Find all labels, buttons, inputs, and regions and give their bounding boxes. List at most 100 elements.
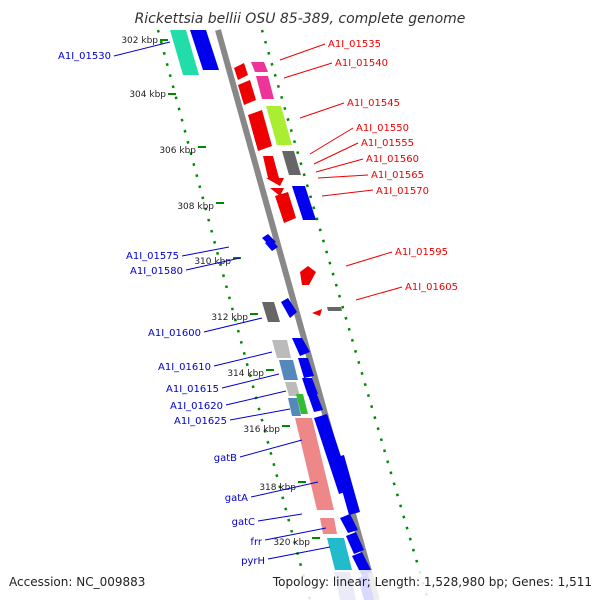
gene-gata-strand[interactable]: [333, 455, 360, 515]
gene-a1i-01625-b[interactable]: [296, 394, 308, 414]
gene-label-gata[interactable]: gatA: [225, 493, 248, 504]
leader-line: [299, 102, 345, 119]
gene-a1i-01570[interactable]: [275, 192, 296, 223]
leader-line: [250, 481, 319, 498]
gene-a1i-01540-b[interactable]: [256, 76, 274, 99]
footer-background: [0, 570, 600, 600]
gene-a1i-01625[interactable]: [288, 398, 301, 416]
ruler-tick-label: 320 kbp: [273, 538, 310, 548]
gene-label-a1i-01575[interactable]: A1I_01575: [126, 251, 179, 262]
gene-label-a1i-01600[interactable]: A1I_01600: [148, 328, 201, 339]
gene-label-a1i-01620[interactable]: A1I_01620: [170, 401, 223, 412]
gene-a1i-01530-strand[interactable]: [190, 30, 219, 70]
ruler-tick-label: 308 kbp: [177, 202, 214, 212]
gene-a1i-01540[interactable]: [238, 80, 256, 105]
leader-line: [313, 142, 359, 165]
leader-line: [213, 351, 273, 367]
map-title: Rickettsia bellii OSU 85-389, complete g…: [135, 11, 466, 27]
gene-a1i-01605-b[interactable]: [327, 307, 342, 311]
gene-a1i-01610-b[interactable]: [292, 338, 310, 356]
ruler-tick-label: 306 kbp: [159, 146, 196, 156]
leader-line: [229, 408, 291, 421]
leader-line: [181, 246, 230, 257]
leader-line: [113, 41, 171, 57]
gene-a1i-01600[interactable]: [262, 302, 280, 322]
gene-label-a1i-01555[interactable]: A1I_01555: [361, 138, 414, 149]
gene-a1i-01615-b[interactable]: [298, 358, 314, 378]
ruler-tick-label: 316 kbp: [243, 425, 280, 435]
gene-label-a1i-01580[interactable]: A1I_01580: [130, 266, 183, 277]
accession-text: Accession: NC_009883: [9, 575, 145, 589]
gene-a1i-01555[interactable]: [282, 151, 301, 175]
gene-label-a1i-01595[interactable]: A1I_01595: [395, 247, 448, 258]
genome-summary-text: Topology: linear; Length: 1,528,980 bp; …: [272, 575, 592, 589]
ruler-tick-label: 310 kbp: [194, 257, 231, 267]
gene-label-a1i-01625[interactable]: A1I_01625: [174, 416, 227, 427]
leader-line: [283, 62, 333, 79]
gene-label-a1i-01550[interactable]: A1I_01550: [356, 123, 409, 134]
leader-line: [225, 390, 287, 406]
leader-line: [279, 43, 326, 61]
gene-label-a1i-01605[interactable]: A1I_01605: [405, 282, 458, 293]
gene-label-a1i-01560[interactable]: A1I_01560: [366, 154, 419, 165]
gene-a1i-01620-b[interactable]: [302, 378, 318, 396]
ruler-tick-label: 302 kbp: [121, 36, 158, 46]
gene-label-a1i-01530[interactable]: A1I_01530: [58, 51, 111, 62]
leader-line: [267, 546, 331, 560]
guide-line-outer-right: [260, 29, 430, 600]
leader-line: [264, 527, 327, 541]
gene-label-a1i-01615[interactable]: A1I_01615: [166, 384, 219, 395]
gene-a1i-01610[interactable]: [272, 340, 291, 358]
ruler-tick-label: 312 kbp: [211, 313, 248, 323]
gene-label-a1i-01565[interactable]: A1I_01565: [371, 170, 424, 181]
gene-a1i-01615[interactable]: [279, 360, 298, 380]
gene-a1i-01530[interactable]: [170, 30, 199, 75]
gene-label-gatc[interactable]: gatC: [232, 517, 255, 528]
gene-frr-strand[interactable]: [346, 532, 364, 554]
leader-line: [321, 189, 374, 197]
leader-line: [221, 373, 280, 389]
gene-gatc-strand[interactable]: [340, 514, 358, 533]
leader-line: [185, 257, 241, 271]
gene-a1i-01595[interactable]: [300, 266, 316, 285]
gene-label-a1i-01535[interactable]: A1I_01535: [328, 39, 381, 50]
gene-pyrh[interactable]: [327, 538, 352, 570]
gene-a1i-01550[interactable]: [263, 156, 279, 178]
right-gene-labels: A1I_01535 A1I_01540 A1I_01545 A1I_01550 …: [279, 39, 458, 301]
gene-label-a1i-01570[interactable]: A1I_01570: [376, 186, 429, 197]
gene-a1i-01545[interactable]: [248, 110, 272, 151]
gene-a1i-01535-b[interactable]: [251, 62, 268, 72]
gene-label-a1i-01545[interactable]: A1I_01545: [347, 98, 400, 109]
gene-a1i-01620[interactable]: [285, 382, 300, 396]
leader-line: [355, 286, 403, 301]
ruler-tick-label: 314 kbp: [227, 369, 264, 379]
leader-line: [239, 439, 303, 458]
gene-a1i-01565[interactable]: [270, 188, 284, 196]
gene-features: [170, 30, 374, 600]
gene-a1i-01600-b[interactable]: [281, 298, 297, 318]
left-gene-labels: A1I_01530 A1I_01575 A1I_01580 A1I_01600 …: [58, 41, 331, 567]
gene-label-frr[interactable]: frr: [250, 537, 262, 548]
gene-label-pyrh[interactable]: pyrH: [241, 556, 265, 567]
gene-label-a1i-01540[interactable]: A1I_01540: [335, 58, 388, 69]
gene-a1i-01570-b[interactable]: [292, 186, 316, 220]
gene-a1i-01580[interactable]: [265, 239, 278, 251]
leader-line: [345, 251, 393, 267]
gene-gatc[interactable]: [320, 518, 337, 534]
ruler-tick-label: 318 kbp: [259, 483, 296, 493]
gene-a1i-01605[interactable]: [312, 309, 322, 316]
gene-a1i-01625-c[interactable]: [307, 392, 323, 412]
gene-a1i-01560[interactable]: [266, 178, 284, 186]
leader-line: [257, 513, 303, 522]
gene-label-a1i-01610[interactable]: A1I_01610: [158, 362, 211, 373]
gene-a1i-01545-b[interactable]: [266, 106, 292, 145]
gene-gatb[interactable]: [295, 418, 334, 510]
leader-line: [203, 317, 263, 333]
gene-a1i-01535[interactable]: [234, 63, 248, 80]
ruler: 302 kbp 304 kbp 306 kbp 308 kbp 310 kbp …: [121, 36, 320, 548]
leader-line: [309, 127, 354, 155]
ruler-tick-label: 304 kbp: [129, 90, 166, 100]
gene-label-gatb[interactable]: gatB: [214, 453, 237, 464]
leader-line: [315, 158, 364, 173]
